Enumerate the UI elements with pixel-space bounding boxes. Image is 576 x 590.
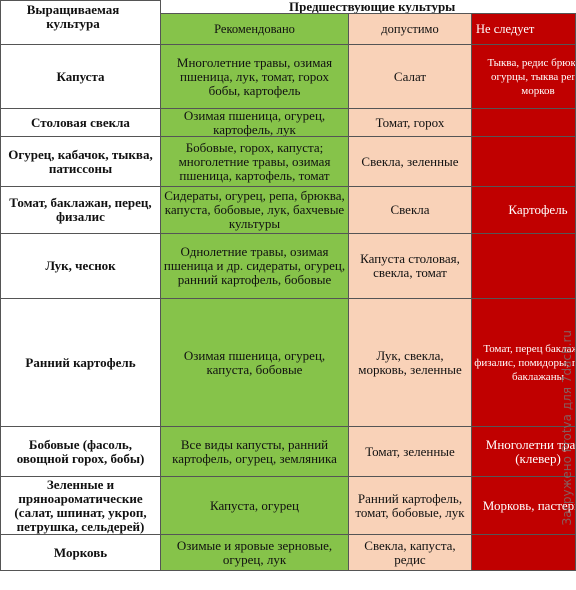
table-row-recommended: Озимые и яровые зерновые, огурец, лук xyxy=(161,535,349,571)
table-row-crop: Ранний картофель xyxy=(0,299,161,427)
table-row-recommended: Однолетние травы, озимая пшеница и др. с… xyxy=(161,234,349,299)
watermark: Загружено Protva для 7dach.ru xyxy=(560,330,574,526)
table-row-not-recommended: Картофель xyxy=(472,187,576,234)
table-row-acceptable: Томат, зеленные xyxy=(349,427,472,477)
table-row-not-recommended-text: Тыква, редис брюква, огурцы, тыква репа,… xyxy=(487,56,576,97)
table-row-acceptable: Лук, свекла, морковь, зеленные xyxy=(349,299,472,427)
crop-column-header-text: Выращиваемая культура xyxy=(26,2,120,31)
table-row-not-recommended xyxy=(472,109,576,137)
table-row-crop: Лук, чеснок xyxy=(0,234,161,299)
table-row-not-recommended-text: Томат, перец баклажан, физалис, помидоры… xyxy=(474,342,575,383)
table-row-acceptable: Свекла, капуста, редис xyxy=(349,535,472,571)
table-row-acceptable: Свекла, зеленные xyxy=(349,137,472,187)
table-row-acceptable: Свекла xyxy=(349,187,472,234)
table-row-acceptable: Томат, горох xyxy=(349,109,472,137)
acceptable-header: допустимо xyxy=(349,14,472,45)
table-row-acceptable: Салат xyxy=(349,45,472,109)
recommended-header: Рекомендовано xyxy=(161,14,349,45)
table-row-recommended: Многолетние травы, озимая пшеница, лук, … xyxy=(161,45,349,109)
table-row-recommended: Озимая пшеница, огурец, картофель, лук xyxy=(161,109,349,137)
not-recommended-header: Не следует xyxy=(472,14,576,45)
table-row-recommended: Все виды капусты, ранний картофель, огур… xyxy=(161,427,349,477)
table-row-acceptable: Капуста столовая, свекла, томат xyxy=(349,234,472,299)
predecessors-header: Предшествующие культуры xyxy=(161,0,576,14)
table-row-not-recommended: Многолетни травы (клевер) xyxy=(472,427,576,477)
table-row-not-recommended-text: Морковь, пастернак xyxy=(482,497,575,513)
table-row-recommended: Озимая пшеница, огурец, капуста, бобовые xyxy=(161,299,349,427)
crop-column-header: Выращиваемая культура xyxy=(0,0,161,45)
table-row-not-recommended: Тыква, редис брюква, огурцы, тыква репа,… xyxy=(472,45,576,109)
table-row-not-recommended: Томат, перец баклажан, физалис, помидоры… xyxy=(472,299,576,427)
table-row-acceptable: Ранний картофель, томат, бобовые, лук xyxy=(349,477,472,535)
table-row-recommended: Капуста, огурец xyxy=(161,477,349,535)
table-row-crop: Столовая свекла xyxy=(0,109,161,137)
table-row-recommended: Бобовые, горох, капуста; многолетние тра… xyxy=(161,137,349,187)
table-row-crop: Зеленные и пряноароматические (салат, шп… xyxy=(0,477,161,535)
table-row-crop: Огурец, кабачок, тыква, патиссоны xyxy=(0,137,161,187)
table-row-not-recommended: Морковь, пастернак xyxy=(472,477,576,535)
table-row-crop: Морковь xyxy=(0,535,161,571)
table-row-crop: Томат, баклажан, перец, физалис xyxy=(0,187,161,234)
table-row-not-recommended xyxy=(472,137,576,187)
table-row-not-recommended xyxy=(472,535,576,571)
table-row-crop: Капуста xyxy=(0,45,161,109)
table-row-crop: Бобовые (фасоль, овощной горох, бобы) xyxy=(0,427,161,477)
table-row-not-recommended xyxy=(472,234,576,299)
table-row-recommended: Сидераты, огурец, репа, брюква, капуста,… xyxy=(161,187,349,234)
table-row-not-recommended-text: Многолетни травы (клевер) xyxy=(485,436,576,466)
table-row-not-recommended-text: Картофель xyxy=(508,202,568,217)
